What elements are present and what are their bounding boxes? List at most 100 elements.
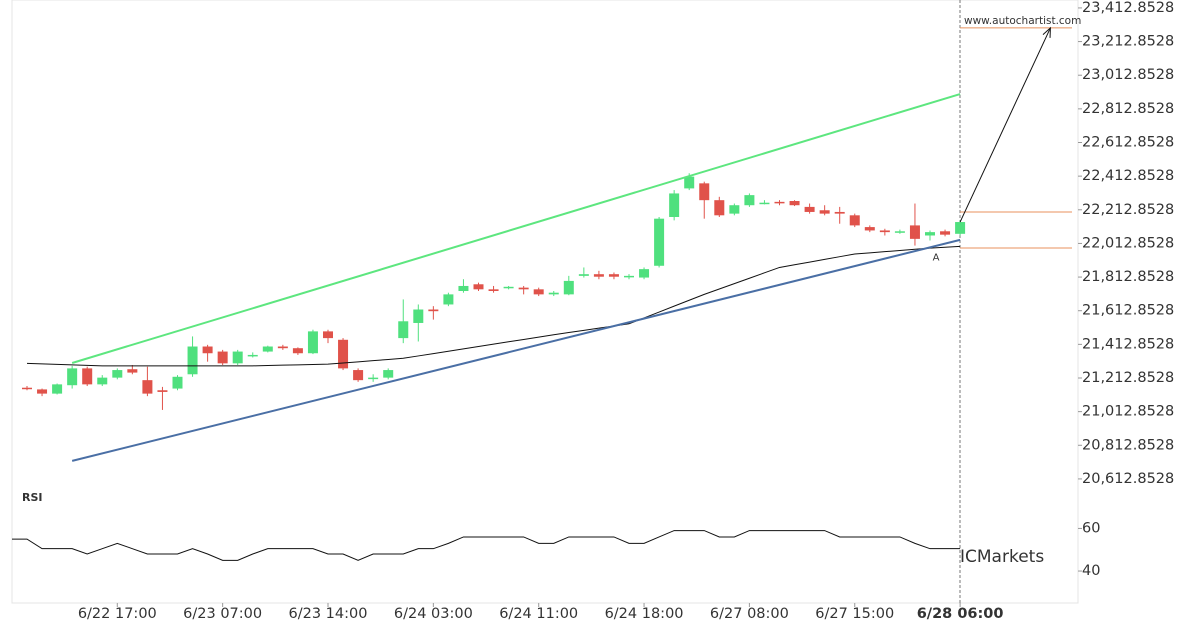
candle-body <box>624 275 634 278</box>
channel-upper <box>71 93 961 364</box>
candle-body <box>277 346 288 349</box>
candle-body <box>232 351 243 364</box>
y-tick-label: 23,212.8528 <box>1082 34 1174 50</box>
candle-body <box>473 284 484 290</box>
y-tick-label: 21,812.8528 <box>1082 269 1174 285</box>
x-tick-label: 6/22 17:00 <box>78 606 157 622</box>
candle-body <box>940 231 951 235</box>
y-tick-label: 22,212.8528 <box>1082 202 1174 218</box>
candle-body <box>37 389 48 394</box>
candle-body <box>879 230 890 233</box>
y-tick-label: 20,812.8528 <box>1082 437 1174 453</box>
candle-body <box>669 193 680 217</box>
channel-lower <box>71 238 961 462</box>
forecast-arrowhead <box>1042 26 1051 38</box>
x-tick-label: 6/23 14:00 <box>289 606 368 622</box>
candle-body <box>789 201 800 206</box>
candle-body <box>262 346 273 352</box>
pattern-point: A <box>933 252 940 263</box>
y-tick-label: 21,412.8528 <box>1082 336 1174 352</box>
candle-body <box>127 369 138 373</box>
candle-body <box>744 195 755 206</box>
candle-body <box>608 274 619 277</box>
candle-body <box>142 380 153 394</box>
candle-body <box>112 370 123 378</box>
candle-body <box>654 218 665 266</box>
source-label: www.autochartist.com <box>964 15 1081 27</box>
candle-body <box>97 377 108 385</box>
rsi-line <box>12 530 961 561</box>
rsi-label: RSI <box>22 491 43 504</box>
candle-body <box>804 206 815 212</box>
candle-body <box>759 202 770 205</box>
candle-body <box>217 351 228 364</box>
candle-body <box>578 274 589 276</box>
candle-body <box>307 331 318 354</box>
candle-body <box>338 339 349 369</box>
y-tick-label: 23,412.8528 <box>1082 0 1174 16</box>
candle-body <box>864 227 875 231</box>
y-tick-label: 22,412.8528 <box>1082 168 1174 184</box>
candle-body <box>819 210 830 214</box>
candle-body <box>774 201 785 204</box>
candle-body <box>353 370 364 381</box>
candle-body <box>593 274 604 277</box>
y-tick-label: 21,012.8528 <box>1082 404 1174 420</box>
candle-body <box>518 287 529 290</box>
y-tick-label: 21,612.8528 <box>1082 303 1174 319</box>
candle-body <box>202 346 213 354</box>
y-tick-label: 22,612.8528 <box>1082 134 1174 150</box>
candle-body <box>22 387 32 390</box>
plot-frame <box>11 0 1079 604</box>
x-tick-label: 6/24 18:00 <box>605 606 684 622</box>
candle-body <box>488 289 499 292</box>
candle-body <box>894 231 905 233</box>
y-tick-label: 22,012.8528 <box>1082 235 1174 251</box>
candle-body <box>834 211 845 214</box>
x-tick-label: 6/23 07:00 <box>183 606 262 622</box>
candle-body <box>849 215 860 226</box>
candle-body <box>909 225 920 239</box>
moving-average <box>26 245 961 367</box>
y-tick-label: 22,812.8528 <box>1082 101 1174 117</box>
candle-body <box>458 285 469 292</box>
candle-body <box>639 269 650 278</box>
candle-body <box>548 292 559 295</box>
candle-body <box>247 354 258 357</box>
candle-body <box>563 280 574 295</box>
candle-body <box>443 294 454 305</box>
x-tick-label: 6/24 03:00 <box>394 606 473 622</box>
candle-body <box>503 286 514 289</box>
candle-body <box>398 321 409 339</box>
x-tick-label: 6/28 06:00 <box>917 606 1004 622</box>
x-tick-label: 6/27 08:00 <box>710 606 789 622</box>
forecast-arrow <box>959 27 1051 223</box>
candle-body <box>82 368 93 385</box>
candle-body <box>428 309 439 312</box>
candle-body <box>955 222 966 234</box>
candle-body <box>729 205 740 214</box>
x-tick-label: 6/24 11:00 <box>499 606 578 622</box>
candle-body <box>172 376 183 389</box>
y-tick-label: 20,612.8528 <box>1082 471 1174 487</box>
candle-body <box>413 309 424 323</box>
candle-body <box>699 183 710 201</box>
candle-body <box>187 346 198 375</box>
y-tick-label: 21,212.8528 <box>1082 370 1174 386</box>
candle-body <box>533 289 544 295</box>
candle-body <box>684 176 695 189</box>
candle-body <box>67 368 78 386</box>
candle-body <box>292 348 303 354</box>
candle-body <box>52 384 63 394</box>
x-tick-label: 6/27 15:00 <box>815 606 894 622</box>
candle-body <box>157 390 168 392</box>
watermark: ICMarkets <box>960 547 1044 567</box>
candle-body <box>383 370 394 378</box>
candle-body <box>714 200 725 216</box>
candle-body <box>323 331 333 339</box>
candle-body <box>368 377 379 380</box>
rsi-tick-label: 40 <box>1082 563 1100 579</box>
candle-body <box>925 232 935 236</box>
